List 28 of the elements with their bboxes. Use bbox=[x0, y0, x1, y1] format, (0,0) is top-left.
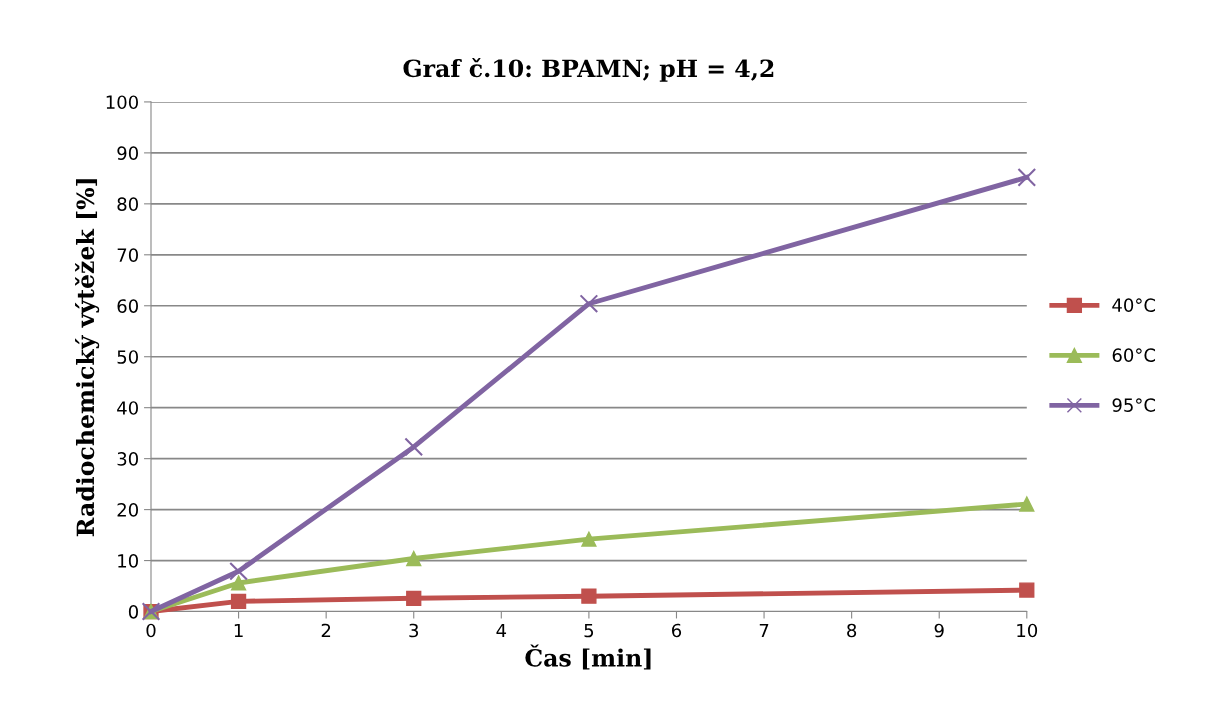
legend-label: 60°C bbox=[1112, 348, 1156, 362]
x-tick-label: 5 bbox=[584, 623, 594, 638]
x-tick-label: 10 bbox=[1017, 623, 1038, 638]
y-tick-label: 100 bbox=[106, 95, 138, 110]
y-tick-label: 50 bbox=[117, 350, 138, 364]
y-tick-label: 70 bbox=[117, 248, 138, 262]
y-tick-label: 40 bbox=[117, 401, 138, 415]
legend-label: 40°C bbox=[1112, 298, 1156, 312]
x-tick-label: 2 bbox=[321, 623, 331, 638]
x-tick-label: 1 bbox=[234, 623, 243, 638]
x-axis-title: Čas [min] bbox=[525, 644, 651, 670]
y-tick-label: 10 bbox=[118, 554, 138, 568]
x-tick-label: 0 bbox=[146, 623, 156, 638]
y-tick-label: 20 bbox=[117, 503, 138, 517]
x-tick-label: 4 bbox=[496, 623, 507, 638]
y-tick-label: 90 bbox=[117, 146, 138, 160]
y-axis-title: Radiochemický výtěžek [%] bbox=[75, 179, 100, 537]
x-tick-label: 6 bbox=[672, 623, 682, 638]
y-tick-label: 30 bbox=[117, 452, 138, 466]
legend-label: 95°C bbox=[1112, 398, 1156, 412]
y-tick-label: 60 bbox=[117, 299, 138, 313]
x-tick-label: 9 bbox=[934, 623, 944, 638]
y-tick-label: 0 bbox=[128, 604, 138, 619]
chart-title: Graf č.10: BPAMN; pH = 4,2 bbox=[403, 58, 774, 82]
x-tick-label: 3 bbox=[409, 623, 419, 638]
y-tick-label: 80 bbox=[117, 197, 138, 211]
x-tick-label: 8 bbox=[847, 623, 857, 638]
x-tick-label: 7 bbox=[759, 623, 769, 638]
